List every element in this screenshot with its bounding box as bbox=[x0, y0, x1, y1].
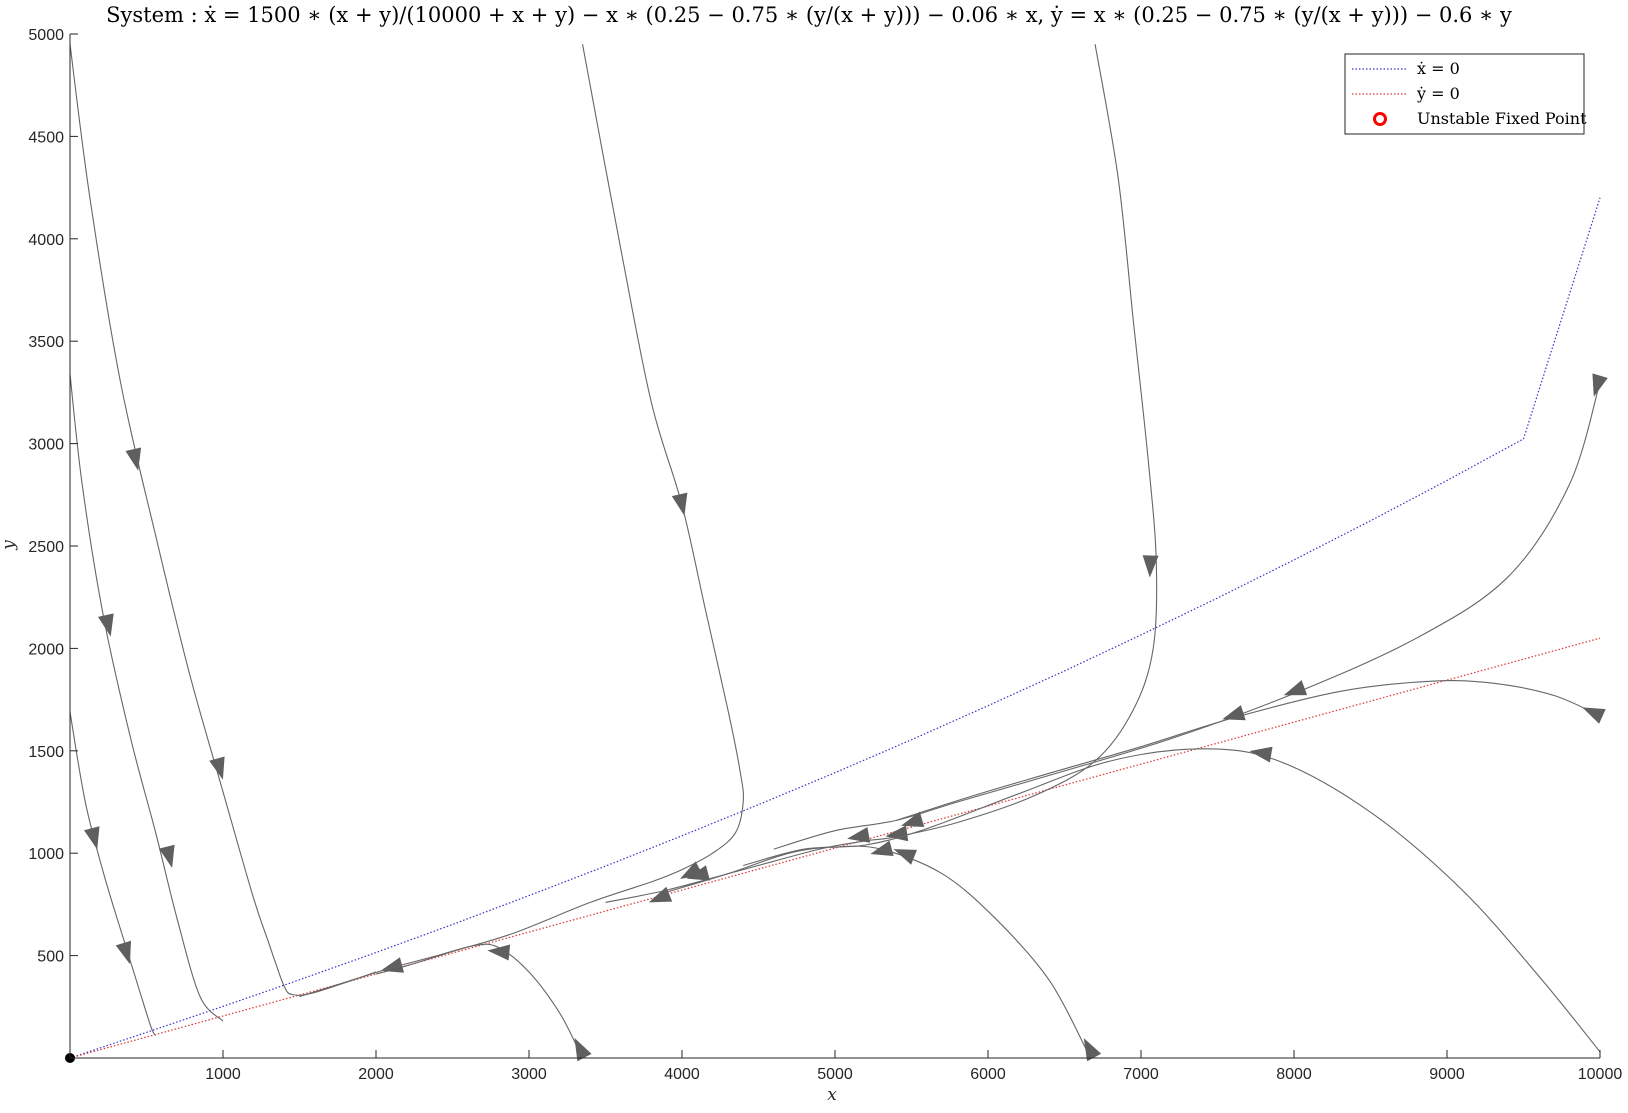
x-tick-label-7000: 7000 bbox=[1123, 1066, 1159, 1083]
trajectory-9 bbox=[666, 845, 1088, 1053]
plot-area bbox=[70, 34, 1600, 1058]
x-tick-label-2000: 2000 bbox=[358, 1066, 394, 1083]
chart-title: System : ẋ = 1500 ∗ (x + y)/(10000 + x +… bbox=[106, 3, 1512, 27]
trajectory-10-arrow-2 bbox=[487, 944, 511, 961]
trajectories bbox=[65, 44, 1608, 1063]
y-tick-label-500: 500 bbox=[37, 949, 64, 966]
trajectory-5-arrow-1 bbox=[1142, 555, 1159, 578]
trajectory-10-arrow-1 bbox=[574, 1038, 592, 1062]
trajectory-5-arrow-3 bbox=[847, 827, 871, 843]
y-tick-label-4500: 4500 bbox=[28, 129, 64, 146]
trajectory-2-arrow-2 bbox=[159, 844, 175, 868]
y-tick-label-2500: 2500 bbox=[28, 539, 64, 556]
trajectory-1 bbox=[69, 711, 157, 1036]
nullcline-xdot bbox=[69, 197, 1601, 1059]
trajectory-5-arrow-2 bbox=[885, 825, 909, 842]
legend: ẋ = 0 ẏ = 0 Unstable Fixed Point bbox=[1344, 53, 1587, 135]
trajectory-4 bbox=[375, 44, 744, 975]
x-tick-label-4000: 4000 bbox=[664, 1066, 700, 1083]
x-axis-label: x bbox=[827, 1085, 837, 1105]
legend-swatch-fixed-point bbox=[1373, 112, 1387, 126]
trajectory-9-arrow-1 bbox=[1083, 1038, 1102, 1062]
y-tick-label-1000: 1000 bbox=[28, 846, 64, 863]
y-tick-label-2000: 2000 bbox=[28, 641, 64, 658]
y-tick-label-1500: 1500 bbox=[28, 744, 64, 761]
trajectory-7-arrow-1 bbox=[1582, 707, 1606, 724]
trajectory-6-arrow-3 bbox=[901, 811, 925, 827]
trajectory-4-arrow-1 bbox=[671, 492, 688, 516]
trajectory-7 bbox=[896, 680, 1601, 821]
nullclines bbox=[69, 197, 1601, 1059]
y-tick-label-5000: 5000 bbox=[28, 27, 64, 44]
trajectory-3-arrow-1 bbox=[125, 447, 142, 471]
y-tick-label-3500: 3500 bbox=[28, 334, 64, 351]
trajectory-5 bbox=[605, 44, 1158, 903]
legend-label-3: Unstable Fixed Point bbox=[1417, 109, 1587, 128]
legend-label-1: ẋ = 0 bbox=[1417, 59, 1460, 78]
x-tick-label-9000: 9000 bbox=[1429, 1066, 1465, 1083]
trajectory-3-arrow-2 bbox=[209, 756, 225, 780]
trajectory-6-arrow-1 bbox=[1592, 373, 1608, 397]
x-tick-label-10000: 10000 bbox=[1578, 1066, 1623, 1083]
y-axis-label: y bbox=[0, 540, 19, 551]
trajectory-8-arrow-1 bbox=[1249, 746, 1273, 763]
trajectory-3 bbox=[69, 44, 377, 996]
trajectory-8 bbox=[743, 748, 1601, 1053]
trajectory-2 bbox=[69, 373, 224, 1022]
trajectory-6-arrow-2 bbox=[1283, 680, 1308, 696]
trajectory-5-arrow-4 bbox=[686, 865, 710, 881]
trajectory-1-arrow-1 bbox=[84, 826, 100, 850]
x-tick-label-5000: 5000 bbox=[817, 1066, 853, 1083]
trajectory-9-arrow-2 bbox=[893, 849, 917, 865]
x-tick-label-8000: 8000 bbox=[1276, 1066, 1312, 1083]
y-tick-label-3000: 3000 bbox=[28, 437, 64, 454]
y-tick-label-4000: 4000 bbox=[28, 232, 64, 249]
legend-label-2: ẏ = 0 bbox=[1416, 84, 1460, 103]
x-tick-label-3000: 3000 bbox=[511, 1066, 547, 1083]
plot-background bbox=[70, 34, 1600, 1058]
trajectory-7-arrow-2 bbox=[1222, 705, 1246, 721]
trajectory-8-arrow-2 bbox=[870, 840, 894, 856]
trajectory-1-arrow-2 bbox=[115, 940, 131, 965]
x-tick-label-1000: 1000 bbox=[205, 1066, 241, 1083]
x-tick-label-6000: 6000 bbox=[970, 1066, 1006, 1083]
trajectory-10 bbox=[299, 943, 580, 1053]
axes: 1000 2000 3000 4000 5000 6000 7000 8000 9000 1000… bbox=[28, 27, 1622, 1083]
trajectory-2-arrow-1 bbox=[98, 613, 114, 637]
